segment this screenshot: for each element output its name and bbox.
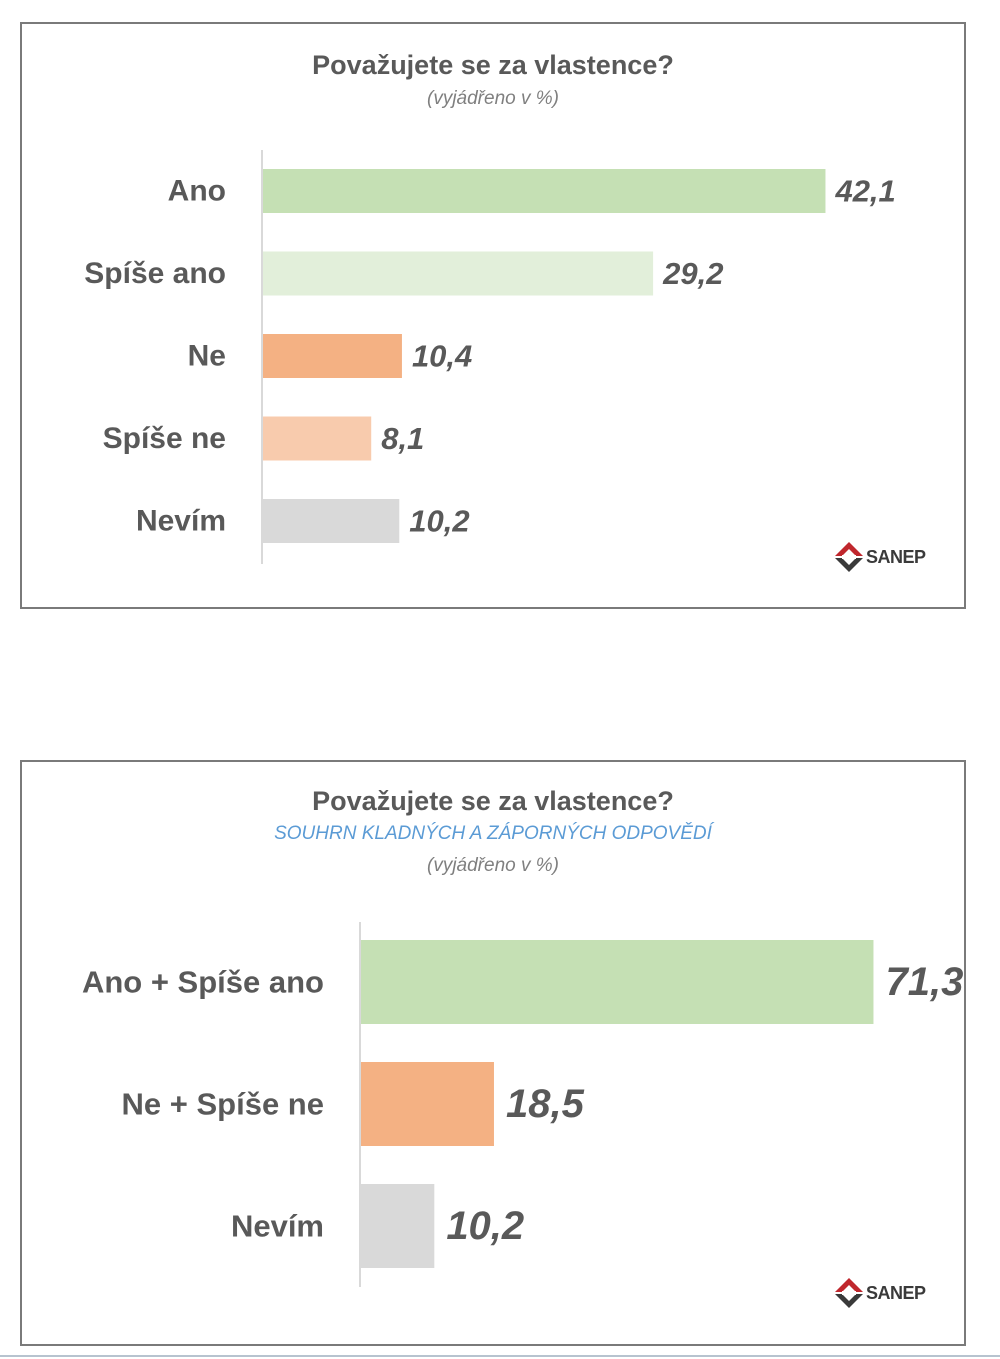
category-label: Ano: [168, 175, 226, 208]
bar: [361, 940, 874, 1024]
category-label: Ano + Spíše ano: [82, 965, 324, 1000]
bar: [361, 1184, 435, 1268]
data-label: 10,2: [446, 1204, 524, 1248]
bar: [263, 499, 400, 543]
chart-subtitle: (vyjádřeno v %): [427, 855, 559, 876]
bar: [263, 416, 372, 461]
chart-panel-summary: Považujete se za vlastence? SOUHRN KLADN…: [20, 760, 966, 1346]
data-label: 10,2: [409, 504, 469, 539]
chart-title: Považujete se za vlastence?: [312, 786, 674, 816]
sanep-logo-icon: [835, 1278, 863, 1308]
category-label: Ne: [188, 340, 226, 373]
data-label: 29,2: [662, 256, 723, 291]
category-label: Spíše ne: [103, 422, 226, 455]
page-bottom-rule: [0, 1355, 1000, 1357]
category-label: Ne + Spíše ne: [122, 1087, 324, 1122]
chart-subtitle: (vyjádřeno v %): [427, 88, 559, 109]
data-label: 71,3: [885, 960, 963, 1004]
chart-panel-detailed: Považujete se za vlastence? (vyjádřeno v…: [20, 22, 966, 609]
sanep-logo: SANEP: [832, 1276, 926, 1310]
bar: [263, 169, 826, 213]
sanep-logo-icon: [835, 542, 863, 572]
data-label: 18,5: [506, 1082, 585, 1126]
bar-chart-detailed: Ano 42,1 Spíše ano 29,2 Ne 10,4 Spíše ne 8,1 Nev…: [84, 150, 896, 564]
data-label: 10,4: [412, 339, 472, 374]
bar: [361, 1062, 494, 1146]
data-label: 8,1: [381, 421, 424, 456]
category-label: Nevím: [136, 505, 226, 538]
chart-title: Považujete se za vlastence?: [312, 50, 674, 80]
data-label: 42,1: [834, 174, 895, 209]
sanep-logo-text: SANEP: [866, 546, 926, 567]
sanep-logo: SANEP: [832, 540, 926, 574]
bar: [263, 334, 402, 378]
chart-summary-label: SOUHRN KLADNÝCH A ZÁPORNÝCH ODPOVĚDÍ: [274, 823, 712, 844]
bar: [263, 251, 654, 296]
sanep-logo-text: SANEP: [866, 1282, 926, 1303]
category-label: Spíše ano: [84, 257, 226, 290]
bar-chart-summary: Ano + Spíše ano 71,3 Ne + Spíše ne 18,5 Neví…: [82, 922, 963, 1287]
category-label: Nevím: [231, 1209, 324, 1244]
